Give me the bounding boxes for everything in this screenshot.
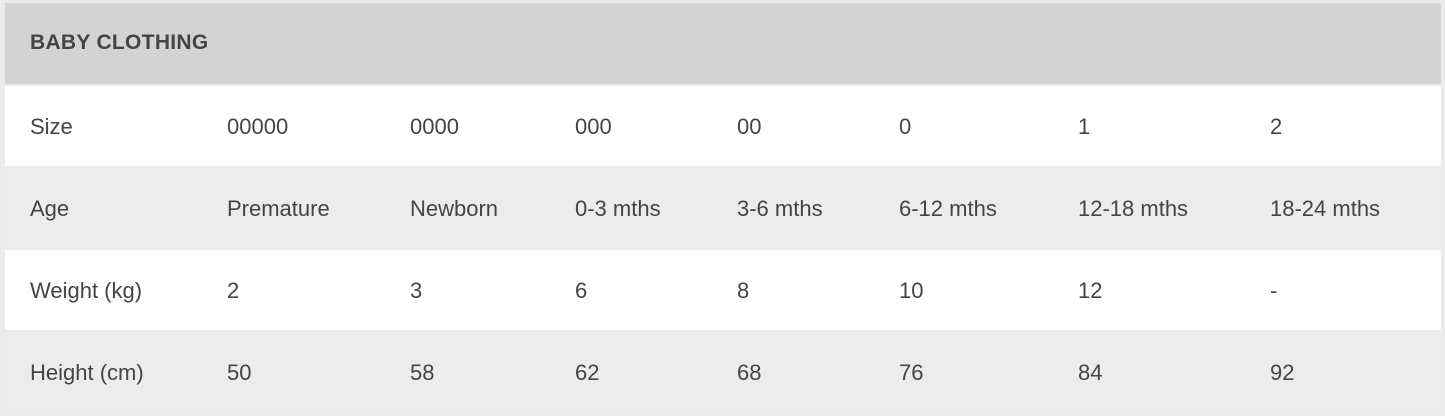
table-cell: 0	[899, 114, 912, 139]
table-cell: 3-6 mths	[737, 196, 823, 221]
table-cell: 62	[575, 360, 600, 385]
table-cell: -	[1270, 278, 1278, 303]
table-cell: 8	[737, 278, 750, 303]
table-cell: 68	[737, 360, 762, 385]
table-cell: 12	[1078, 278, 1103, 303]
table-cell: 2	[227, 278, 240, 303]
table-cell: 6-12 mths	[899, 196, 997, 221]
table-cell: Premature	[227, 196, 330, 221]
table-row: Weight (kg) 2 3 6 8 10 12 -	[5, 250, 1441, 330]
table-cell: 76	[899, 360, 924, 385]
table-cell: 84	[1078, 360, 1103, 385]
table-cell: 000	[575, 114, 612, 139]
table-row: Height (cm) 50 58 62 68 76 84 92	[5, 332, 1441, 412]
row-label: Age	[30, 196, 70, 221]
table-cell: 3	[410, 278, 423, 303]
table-cell: 0-3 mths	[575, 196, 661, 221]
table-header: BABY CLOTHING	[5, 3, 1441, 84]
table-cell: 6	[575, 278, 588, 303]
table-cell: 50	[227, 360, 252, 385]
table-row: Age Premature Newborn 0-3 mths 3-6 mths 6-12 …	[5, 168, 1441, 248]
table-title: BABY CLOTHING	[30, 31, 209, 54]
table-cell: 1	[1078, 114, 1091, 139]
table-cell: 58	[410, 360, 435, 385]
table-cell: 2	[1270, 114, 1283, 139]
table-cell: 92	[1270, 360, 1295, 385]
table-cell: 00000	[227, 114, 289, 139]
table-cell: 12-18 mths	[1078, 196, 1189, 221]
row-label: Height (cm)	[30, 360, 144, 385]
table-cell: 00	[737, 114, 762, 139]
table-cell: 18-24 mths	[1270, 196, 1381, 221]
table-row: Size 00000 0000 000 00 0 1 2	[5, 86, 1441, 166]
row-label: Size	[30, 114, 73, 139]
table-cell: Newborn	[410, 196, 499, 221]
row-label: Weight (kg)	[30, 278, 143, 303]
size-chart-table: BABY CLOTHING Size 00000 0000 000 00 0 1 2 Age Pr…	[5, 3, 1441, 413]
table-cell: 10	[899, 278, 924, 303]
table-cell: 0000	[410, 114, 459, 139]
